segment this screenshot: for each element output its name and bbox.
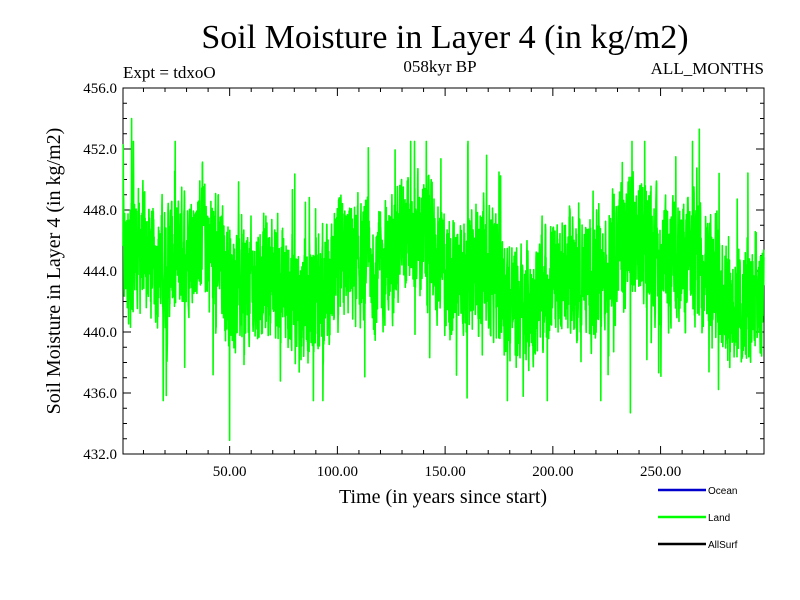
y-tick-label: 448.0 bbox=[83, 203, 117, 219]
legend-label: AllSurf bbox=[708, 540, 738, 551]
y-tick-label: 432.0 bbox=[83, 447, 117, 463]
x-axis: 50.00 100.00 150.00 200.00 250.00 bbox=[142, 88, 748, 480]
x-tick-label: 100.00 bbox=[317, 464, 358, 480]
x-tick-label: 150.00 bbox=[424, 464, 465, 480]
chart-subtitle: 058kyr BP bbox=[403, 57, 476, 76]
y-axis: 432.0 436.0 440.0 444.0 448.0 452.0 456.0 bbox=[83, 81, 764, 463]
experiment-label: Expt = tdxoO bbox=[123, 63, 216, 82]
series-layer bbox=[122, 117, 765, 442]
season-label: ALL_MONTHS bbox=[651, 59, 764, 78]
legend: Ocean Land AllSurf bbox=[658, 486, 738, 551]
x-tick-label: 50.00 bbox=[213, 464, 247, 480]
y-tick-label: 456.0 bbox=[83, 81, 117, 97]
x-tick-label: 200.00 bbox=[532, 464, 573, 480]
legend-label: Ocean bbox=[708, 486, 737, 497]
y-tick-label: 440.0 bbox=[83, 325, 117, 341]
y-axis-label: Soil Moisture in Layer 4 (in kg/m2) bbox=[43, 128, 65, 415]
legend-label: Land bbox=[708, 513, 730, 524]
y-tick-label: 452.0 bbox=[83, 142, 117, 158]
y-tick-label: 436.0 bbox=[83, 386, 117, 402]
chart-title: Soil Moisture in Layer 4 (in kg/m2) bbox=[201, 19, 688, 56]
series-line-land bbox=[122, 117, 765, 442]
y-tick-label: 444.0 bbox=[83, 264, 117, 280]
x-axis-label: Time (in years since start) bbox=[339, 486, 547, 508]
x-tick-label: 250.00 bbox=[640, 464, 681, 480]
